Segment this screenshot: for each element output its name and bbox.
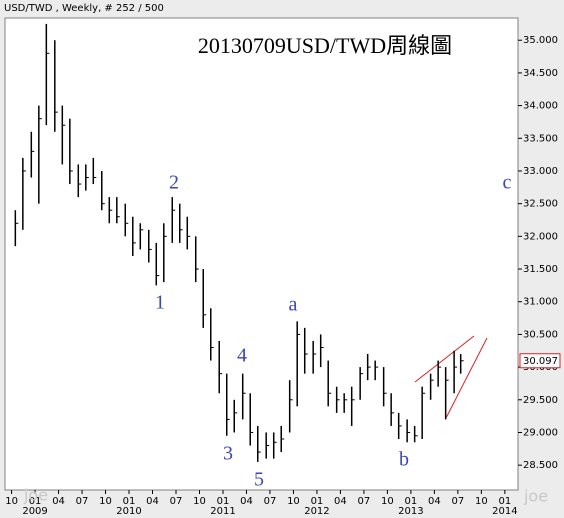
wave-label: 3 [223, 443, 233, 465]
wave-label: 2 [169, 172, 179, 194]
x-tick-label: 01 [498, 496, 511, 507]
x-tick-label: 07 [452, 496, 465, 507]
x-tick-label: 01 [29, 496, 42, 507]
wave-label: 4 [237, 345, 247, 367]
x-tick-label: 04 [334, 496, 347, 507]
x-tick-label: 07 [264, 496, 277, 507]
last-price-box [519, 353, 561, 369]
x-tick-label: 10 [287, 496, 300, 507]
x-tick-label: 04 [146, 496, 159, 507]
x-tick-label: 01 [217, 496, 230, 507]
trend-line [445, 337, 488, 419]
plot-area [4, 17, 519, 491]
y-tick-label: 35.000 [523, 35, 558, 46]
x-tick-label: 04 [428, 496, 441, 507]
y-tick-label: 33.500 [523, 133, 558, 144]
y-tick-label: 32.000 [523, 231, 558, 242]
x-tick-label: 07 [170, 496, 183, 507]
chart-title: 20130709USD/TWD周線圖 [198, 33, 452, 58]
wave-label: 1 [155, 292, 165, 314]
y-tick-label: 30.500 [523, 329, 558, 340]
y-tick-label: 34.000 [523, 101, 558, 112]
x-tick-label: 10 [99, 496, 112, 507]
last-price-label: 30.097 [523, 356, 558, 367]
chart-header: USD/TWD , Weekly, # 252 / 500 [4, 3, 164, 14]
y-tick-label: 31.500 [523, 264, 558, 275]
y-tick-label: 29.000 [523, 427, 558, 438]
x-tick-label: 10 [193, 496, 206, 507]
trend-line [414, 335, 475, 383]
x-tick-label: 07 [358, 496, 371, 507]
wave-label: b [399, 449, 409, 471]
year-label: 2010 [116, 506, 141, 517]
year-label: 2009 [22, 506, 47, 517]
x-tick-label: 10 [381, 496, 394, 507]
watermark: joe [23, 486, 48, 505]
y-tick-label: 31.000 [523, 297, 558, 308]
wave-label: c [503, 172, 512, 194]
x-tick-label: 10 [5, 496, 18, 507]
wave-label: 5 [254, 469, 264, 491]
x-tick-label: 04 [240, 496, 253, 507]
x-tick-label: 04 [52, 496, 65, 507]
year-label: 2013 [398, 506, 423, 517]
y-tick-label: 28.500 [523, 460, 558, 471]
x-tick-label: 01 [311, 496, 324, 507]
x-tick-label: 10 [475, 496, 488, 507]
y-tick-label: 33.000 [523, 166, 558, 177]
y-tick-label: 32.500 [523, 199, 558, 210]
x-tick-label: 01 [405, 496, 418, 507]
y-tick-label: 29.500 [523, 395, 558, 406]
wave-label: a [289, 294, 298, 316]
x-tick-label: 07 [76, 496, 89, 507]
watermark: joe [523, 487, 548, 506]
year-label: 2012 [304, 506, 329, 517]
y-tick-label: 34.500 [523, 68, 558, 79]
x-tick-label: 01 [123, 496, 136, 507]
year-label: 2014 [492, 506, 517, 517]
year-label: 2011 [210, 506, 235, 517]
